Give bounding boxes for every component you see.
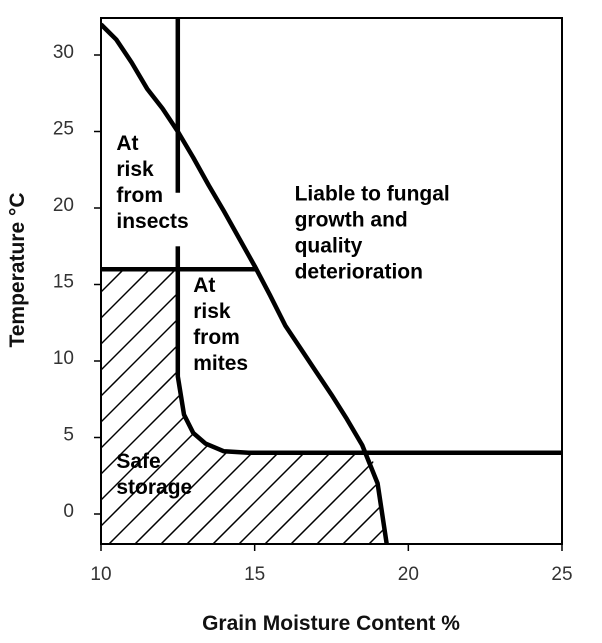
hatch-line (101, 269, 387, 544)
boundary-lines (101, 18, 562, 544)
region-label: Safe storage (116, 450, 192, 499)
hatch-line (541, 0, 602, 554)
hatch-line (489, 0, 602, 554)
hatch-line (101, 269, 387, 544)
region-label-line: growth and (295, 208, 408, 231)
region-label: Liable to fungal growth and quality deterio… (295, 182, 450, 283)
y-tick-label: 25 (53, 119, 74, 140)
region-label-line: risk (116, 158, 154, 181)
region-label-line: At (116, 132, 138, 155)
hatch-line (101, 269, 387, 544)
region-label-line: mites (193, 352, 248, 375)
y-axis-title: Temperature °C (6, 192, 29, 347)
y-tick-label: 10 (53, 348, 74, 369)
x-tick-label: 20 (398, 564, 419, 585)
region-label-line: risk (193, 300, 231, 323)
hatch-line (593, 0, 602, 554)
hatch-line (101, 269, 387, 544)
series-fungal-growth-boundary (101, 22, 389, 544)
region-labels: At risk from insects Liable to fungal growth … (116, 132, 449, 499)
region-label-line: from (116, 184, 163, 207)
hatch-line (101, 269, 206, 544)
plot-frame (100, 17, 563, 545)
region-label-line: Liable to fungal (295, 182, 450, 205)
hatch-line (124, 269, 387, 544)
region-label-line: deterioration (295, 260, 423, 283)
hatch-line (411, 0, 602, 554)
series-mite-risk-boundary (175, 269, 562, 456)
x-tick-label: 10 (90, 564, 111, 585)
x-axis-title: Grain Moisture Content % (202, 612, 460, 635)
x-tick-label: 15 (244, 564, 265, 585)
region-label-line: from (193, 326, 240, 349)
region-label-line: storage (116, 476, 192, 499)
region-label-line: quality (295, 234, 363, 257)
hatch-line (567, 0, 602, 554)
region-label-line: insects (116, 210, 188, 233)
y-tick-label: 15 (53, 272, 74, 293)
region-label-line: At (193, 274, 215, 297)
x-tick-label: 25 (551, 564, 572, 585)
hatch-line (437, 0, 602, 554)
axis-ticks: 1015202505101520253035 (53, 42, 573, 585)
region-label-line: Safe (116, 450, 160, 473)
hatch-line (463, 0, 602, 554)
hatch-line (515, 0, 602, 554)
y-tick-label: 20 (53, 195, 74, 216)
region-label: At risk from mites (193, 274, 248, 375)
y-tick-label: 0 (63, 501, 74, 522)
y-tick-label: 30 (53, 42, 74, 63)
y-tick-label: 5 (63, 425, 74, 446)
hatch-line (101, 269, 387, 544)
region-label: At risk from insects (116, 132, 188, 233)
hatch-line (101, 269, 387, 544)
